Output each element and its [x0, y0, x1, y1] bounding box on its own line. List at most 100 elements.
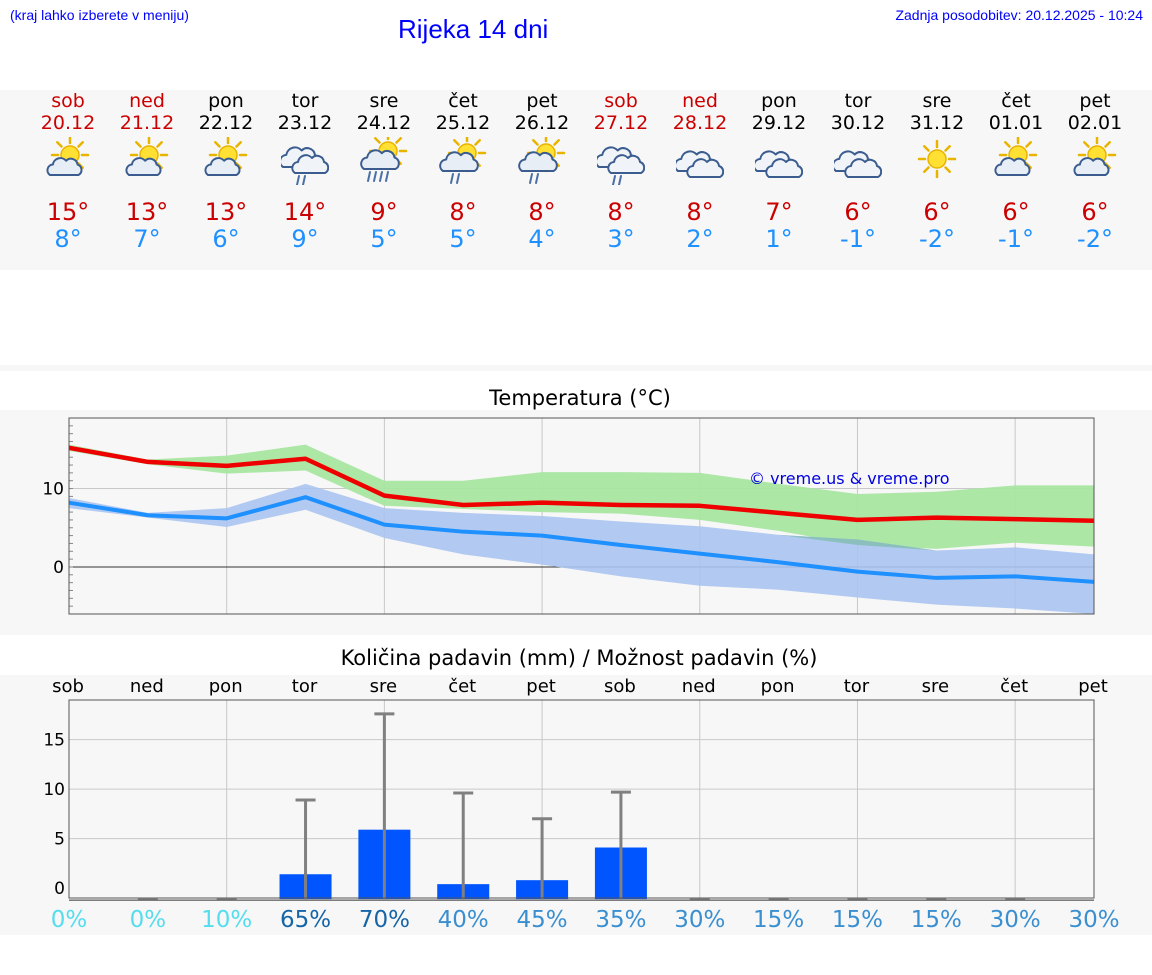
- max-temperature: 13°: [125, 198, 169, 226]
- day-label: pet: [1078, 676, 1108, 697]
- precipitation-probability: 30%: [674, 907, 725, 933]
- max-temperature-line: [68, 445, 1095, 523]
- max-temperature: 15°: [46, 198, 90, 226]
- precipitation-probability: 45%: [517, 907, 568, 933]
- cloud-icon: [676, 150, 724, 178]
- day-name: ned: [682, 90, 718, 112]
- rain-cloud-icon: [597, 146, 645, 185]
- day-label: čet: [448, 676, 476, 697]
- temperature-chart-title: Temperatura (°C): [489, 386, 671, 410]
- max-temperature: 9°: [370, 198, 398, 226]
- sun-cloud-icon: [125, 137, 169, 176]
- menu-hint[interactable]: (kraj lahko izberete v meniju): [10, 7, 189, 23]
- min-temperature: 2°: [686, 225, 714, 253]
- max-temperature: 7°: [765, 198, 793, 226]
- min-temperature-line: [68, 495, 1095, 584]
- day-label: tor: [292, 676, 318, 697]
- day-name: sob: [604, 90, 638, 112]
- day-label: pet: [526, 676, 556, 697]
- day-name: ned: [129, 90, 165, 112]
- rain-cloud-icon: [281, 146, 329, 185]
- day-label: pon: [761, 676, 795, 697]
- min-temperature: 5°: [370, 225, 398, 253]
- day-date: 21.12: [119, 112, 175, 134]
- forecast-strip: sob 20.12 15° 8° ned 21.12 13° 7° pon 22.12 13° 6° t…: [0, 90, 1152, 270]
- day-name: sre: [369, 90, 399, 112]
- day-date: 28.12: [672, 112, 728, 134]
- sun-icon: [917, 139, 957, 179]
- sun-cloud-icon: [994, 137, 1038, 176]
- sun-cloud-icon: [204, 137, 248, 176]
- divider: [0, 365, 1152, 371]
- precipitation-probability: 40%: [438, 907, 489, 933]
- day-date: 29.12: [751, 112, 807, 134]
- precipitation-probability: 15%: [832, 907, 883, 933]
- max-temperature: 8°: [449, 198, 477, 226]
- day-name: pon: [761, 90, 797, 112]
- max-temperature: 6°: [844, 198, 872, 226]
- y-tick-label: 5: [54, 830, 65, 850]
- max-temperature: 8°: [686, 198, 714, 226]
- precipitation-chart: 0 5 10 15 sob ned pon tor sre čet pet sob ned pon tor s…: [43, 676, 1119, 933]
- day-date: 22.12: [198, 112, 254, 134]
- precipitation-probability: 30%: [990, 907, 1041, 933]
- day-label: pon: [209, 676, 243, 697]
- day-date: 25.12: [435, 112, 491, 134]
- precipitation-probability: 15%: [753, 907, 804, 933]
- day-name: tor: [291, 90, 319, 112]
- cloud-icon: [834, 150, 882, 178]
- day-name: tor: [844, 90, 872, 112]
- precipitation-probability: 10%: [201, 907, 252, 933]
- precipitation-probability: 70%: [359, 907, 410, 933]
- sun-heavy-rain-icon: [360, 137, 408, 182]
- sun-cloud-icon: [1073, 137, 1117, 176]
- day-label: čet: [1000, 676, 1028, 697]
- day-name: čet: [448, 90, 478, 112]
- day-name: pet: [1079, 90, 1111, 112]
- precipitation-probability: 15%: [911, 907, 962, 933]
- max-temperature: 6°: [1002, 198, 1030, 226]
- min-temperature: 8°: [54, 225, 82, 253]
- sun-rain-icon: [518, 137, 566, 184]
- min-temperature: 9°: [291, 225, 319, 253]
- plot-area: [69, 700, 1094, 898]
- day-date: 26.12: [514, 112, 570, 134]
- min-temperature: -1°: [840, 225, 876, 253]
- day-name: pet: [526, 90, 558, 112]
- day-name: čet: [1001, 90, 1031, 112]
- page-title: Rijeka 14 dni: [398, 14, 549, 44]
- day-label: sob: [604, 676, 636, 697]
- day-date: 20.12: [40, 112, 96, 134]
- day-date: 01.01: [988, 112, 1044, 134]
- min-temperature: 6°: [212, 225, 240, 253]
- min-temperature: 5°: [449, 225, 477, 253]
- max-temperature: 6°: [923, 198, 951, 226]
- plot-frame: [68, 699, 1095, 899]
- precipitation-probability: 0%: [130, 907, 167, 933]
- cloud-icon: [755, 150, 803, 178]
- min-temperature: 4°: [528, 225, 556, 253]
- day-label: sre: [922, 676, 949, 697]
- day-date: 31.12: [909, 112, 965, 134]
- max-range-band: [69, 444, 1094, 549]
- max-temperature: 6°: [1081, 198, 1109, 226]
- min-temperature: -2°: [1077, 225, 1113, 253]
- precipitation-probability: 0%: [51, 907, 88, 933]
- day-date: 27.12: [593, 112, 649, 134]
- min-temperature: -2°: [919, 225, 955, 253]
- min-temperature: 7°: [133, 225, 161, 253]
- plot-frame: [68, 417, 1095, 615]
- day-label: sre: [370, 676, 397, 697]
- day-name: sre: [922, 90, 952, 112]
- max-temperature: 8°: [607, 198, 635, 226]
- max-temperature: 8°: [528, 198, 556, 226]
- day-date: 24.12: [356, 112, 412, 134]
- precipitation-chart-title: Količina padavin (mm) / Možnost padavin …: [340, 646, 818, 670]
- y-tick-label: 15: [43, 731, 65, 751]
- min-range-band: [69, 483, 1094, 614]
- day-label: ned: [130, 676, 164, 697]
- y-tick-label: 0: [54, 879, 65, 899]
- day-label: ned: [682, 676, 716, 697]
- watermark: © vreme.us & vreme.pro: [749, 469, 950, 488]
- max-temperature: 14°: [283, 198, 327, 226]
